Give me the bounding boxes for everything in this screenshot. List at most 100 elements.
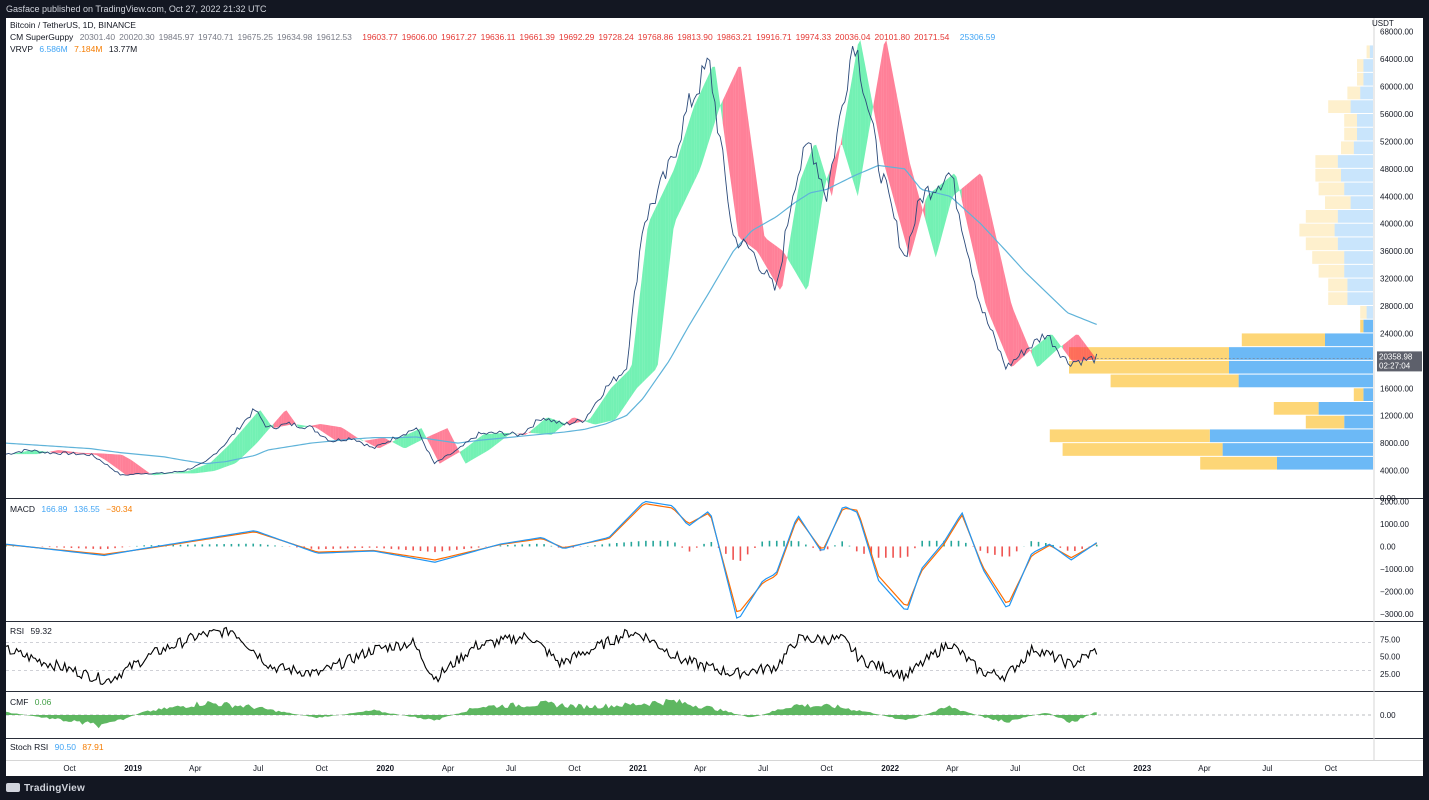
- macd-histogram-bar: [790, 540, 793, 547]
- guppy-band: [125, 456, 129, 476]
- vp-bar-up: [1347, 292, 1373, 305]
- guppy-band: [1075, 334, 1079, 362]
- guppy-band: [255, 411, 258, 445]
- guppy-band: [938, 184, 941, 249]
- guppy-legend[interactable]: CM SuperGuppy 20301.40 20020.30 19845.97 19…: [10, 32, 999, 42]
- price-tick-label: 64000.00: [1380, 55, 1414, 64]
- guppy-band: [629, 364, 632, 400]
- macd-name: MACD: [10, 504, 36, 514]
- guppy-band: [221, 449, 225, 469]
- macd-histogram-bar: [441, 546, 444, 552]
- guppy-band: [13, 453, 17, 455]
- time-tick-label: Apr: [189, 764, 202, 773]
- guppy-value: 20171.54: [913, 32, 950, 42]
- guppy-band: [720, 100, 723, 124]
- guppy-band: [224, 447, 227, 468]
- macd-histogram-bar: [739, 546, 742, 561]
- price-tick-label: 24000.00: [1380, 329, 1414, 338]
- vp-bar-down: [1318, 264, 1345, 278]
- guppy-band: [198, 466, 201, 473]
- guppy-band: [239, 429, 243, 460]
- vp-bar-up: [1238, 374, 1373, 388]
- guppy-band: [917, 190, 921, 230]
- guppy-band: [135, 463, 139, 475]
- rsi-legend[interactable]: RSI 59.32: [10, 626, 56, 636]
- chart-area[interactable]: USDT 68000.00 64000.00 60000.00 56000.00 5200…: [5, 18, 1423, 776]
- guppy-band: [195, 467, 199, 474]
- price-tick-label: 16000.00: [1380, 384, 1414, 393]
- stoch-legend[interactable]: Stoch RSI 90.50 87.91: [10, 742, 108, 752]
- guppy-band: [912, 172, 915, 249]
- price-tick-label: 0.00: [1380, 494, 1396, 503]
- guppy-band: [1047, 334, 1050, 359]
- guppy-band: [494, 433, 497, 446]
- macd-histogram-bar: [623, 542, 625, 547]
- guppy-band: [1016, 316, 1019, 364]
- guppy-band: [447, 428, 451, 460]
- vp-bar-down: [1312, 251, 1345, 264]
- guppy-band: [774, 244, 778, 286]
- guppy-band: [1065, 340, 1069, 356]
- guppy-band: [761, 216, 765, 264]
- vrvp-down: 7.184M: [74, 44, 103, 54]
- guppy-band: [878, 59, 882, 150]
- guppy-band: [998, 245, 1001, 342]
- guppy-band: [990, 211, 993, 323]
- guppy-band: [857, 40, 861, 197]
- time-tick-label: Jul: [1262, 764, 1272, 773]
- guppy-band: [1062, 342, 1066, 353]
- guppy-value: 19606.00: [401, 32, 438, 42]
- guppy-band: [296, 424, 300, 428]
- macd-histogram-bar: [805, 544, 807, 547]
- guppy-band: [1031, 347, 1035, 361]
- guppy-band: [242, 426, 245, 458]
- macd-histogram-bar: [208, 544, 211, 547]
- guppy-band: [244, 423, 248, 455]
- macd-legend[interactable]: MACD 166.89 136.55 −30.34: [10, 504, 136, 514]
- guppy-band: [416, 429, 419, 443]
- guppy-band: [722, 94, 726, 142]
- guppy-band: [813, 144, 817, 254]
- macd-histogram-bar: [935, 540, 938, 547]
- guppy-band: [444, 428, 448, 461]
- guppy-band: [738, 66, 741, 240]
- guppy-value: 19916.71: [756, 32, 792, 42]
- cmf-legend[interactable]: CMF 0.06: [10, 697, 55, 707]
- guppy-band: [533, 426, 536, 434]
- guppy-band: [317, 423, 321, 431]
- guppy-band: [489, 433, 492, 450]
- guppy-band: [987, 199, 991, 317]
- guppy-band: [470, 442, 474, 461]
- guppy-band: [16, 452, 19, 455]
- macd-histogram-bar: [841, 541, 844, 547]
- guppy-band: [455, 443, 458, 455]
- macd-histogram-bar: [848, 545, 851, 547]
- guppy-band: [460, 449, 464, 459]
- macd-histogram-bar: [783, 540, 785, 547]
- macd-histogram-bar: [761, 541, 764, 547]
- guppy-band: [247, 420, 251, 453]
- macd-histogram-bar: [1059, 546, 1062, 548]
- cmf-name: CMF: [10, 697, 29, 707]
- vp-bar-down: [1353, 388, 1364, 401]
- guppy-value: 19617.27: [441, 32, 477, 42]
- guppy-band: [920, 200, 923, 220]
- vp-bar-up: [1318, 402, 1373, 415]
- tradingview-logo[interactable]: TradingView: [6, 783, 85, 794]
- guppy-band: [603, 395, 606, 423]
- vp-bar-up: [1229, 347, 1373, 360]
- vrvp-legend[interactable]: VRVP 6.586M 7.184M 13.77M: [10, 44, 141, 54]
- vp-bar-down: [1344, 114, 1357, 127]
- guppy-band: [891, 67, 895, 201]
- countdown-label: 02:27:04: [1379, 361, 1411, 370]
- macd-histogram-bar: [237, 543, 240, 547]
- price-tick-label: 52000.00: [1380, 137, 1414, 146]
- guppy-band: [681, 138, 684, 209]
- vp-bar-up: [1350, 100, 1373, 113]
- guppy-band: [696, 94, 700, 177]
- guppy-band: [486, 433, 490, 452]
- guppy-band: [50, 451, 53, 453]
- guppy-band: [328, 425, 331, 438]
- macd-histogram-bar: [732, 546, 734, 560]
